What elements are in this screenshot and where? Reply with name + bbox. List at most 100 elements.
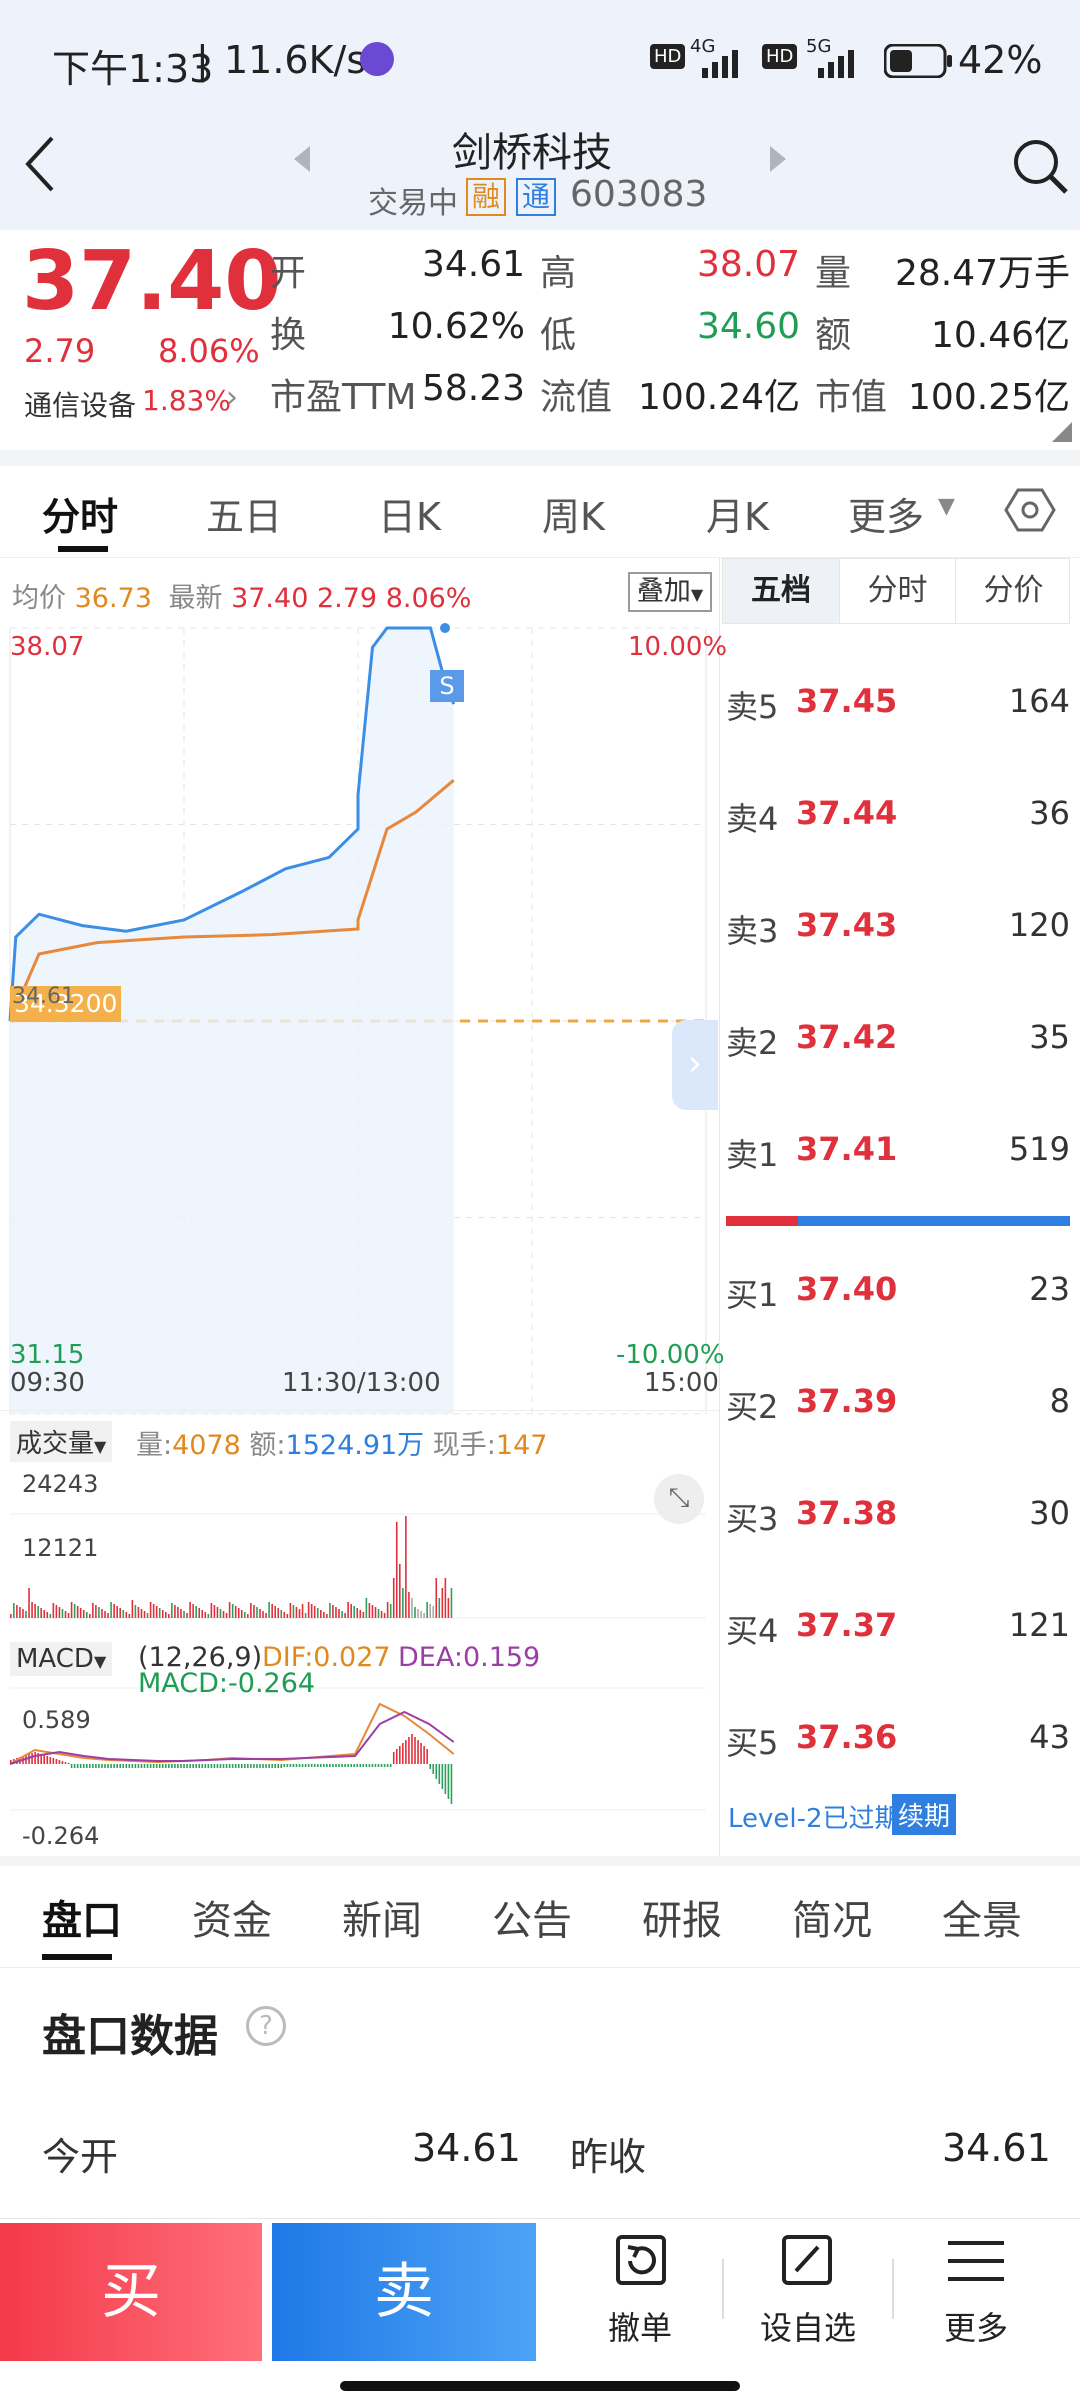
- macd-bar: [420, 1743, 422, 1764]
- volume-bar: [22, 1609, 24, 1618]
- volume-bar: [383, 1613, 386, 1618]
- macd-bar: [234, 1764, 237, 1768]
- volume-bar: [429, 1604, 431, 1618]
- prev-stock-icon[interactable]: [292, 144, 312, 174]
- macd-bar: [313, 1764, 316, 1767]
- macd-bar: [429, 1764, 431, 1769]
- order-volume: 164: [1008, 682, 1070, 720]
- back-arrow-icon[interactable]: [20, 134, 60, 194]
- volume-bar: [316, 1608, 319, 1618]
- tab-intraday[interactable]: 分时: [42, 495, 119, 539]
- sector-name[interactable]: 通信设备: [24, 389, 137, 422]
- detail-tab[interactable]: 全景: [942, 1898, 1022, 1944]
- volume-bar: [213, 1605, 216, 1618]
- order-price: 37.38: [796, 1494, 898, 1532]
- fullscreen-icon[interactable]: ⤡: [654, 1474, 704, 1524]
- volume-bar: [392, 1578, 395, 1618]
- volume-bar: [225, 1613, 228, 1618]
- volume-bar: [304, 1613, 307, 1618]
- volume-bar: [356, 1608, 359, 1618]
- macd-bar: [171, 1764, 173, 1768]
- tab-five-levels[interactable]: 五档: [723, 559, 839, 623]
- order-price: 37.45: [796, 682, 898, 720]
- add-watchlist-item[interactable]: 设自选: [748, 2233, 868, 2353]
- volume-bar: [158, 1608, 161, 1618]
- sector-pct[interactable]: 1.83%: [142, 384, 231, 417]
- detail-tab[interactable]: 简况: [792, 1898, 872, 1944]
- cancel-order-item[interactable]: 撤单: [580, 2233, 700, 2353]
- detail-tab[interactable]: 公告: [492, 1898, 572, 1944]
- macd-bar: [389, 1764, 392, 1767]
- volume-bar: [450, 1588, 453, 1618]
- quote-value: 10.62%: [387, 306, 525, 347]
- volume-bar: [98, 1607, 100, 1618]
- quote-value: 58.23: [421, 368, 525, 409]
- expand-corner-icon[interactable]: [1052, 422, 1072, 442]
- volume-bar: [25, 1611, 27, 1618]
- detail-tab[interactable]: 盘口: [42, 1898, 122, 1944]
- avg-label: 均价: [12, 583, 66, 614]
- macd-dea-line: [9, 1710, 455, 1765]
- settings-hexagon-icon[interactable]: [1004, 486, 1056, 534]
- ask-row[interactable]: 卖1 37.41 519: [726, 1130, 1070, 1174]
- more-actions-item[interactable]: 更多: [916, 2233, 1036, 2353]
- macd-bar: [274, 1764, 276, 1768]
- chevron-right-icon[interactable]: ›: [226, 380, 238, 415]
- detail-tab[interactable]: 新闻: [342, 1898, 422, 1944]
- bid-row[interactable]: 买3 37.38 30: [726, 1494, 1070, 1538]
- help-icon[interactable]: ?: [246, 2006, 286, 2046]
- volume-bar: [326, 1614, 328, 1618]
- bid-row[interactable]: 买1 37.40 23: [726, 1270, 1070, 1314]
- volume-bar: [219, 1609, 222, 1618]
- detail-tab[interactable]: 资金: [192, 1898, 272, 1944]
- overlay-button[interactable]: 叠加▼: [628, 572, 712, 612]
- bid-row[interactable]: 买4 37.37 121: [726, 1606, 1070, 1650]
- sell-marker[interactable]: S: [430, 670, 464, 702]
- tab-underline: [58, 546, 108, 552]
- next-stock-icon[interactable]: [768, 144, 788, 174]
- macd-bar: [365, 1764, 368, 1767]
- macd-bar: [432, 1764, 435, 1774]
- tab-price-dist[interactable]: 分价: [955, 559, 1071, 623]
- quote-value: 34.60: [696, 306, 800, 347]
- macd-bar: [237, 1764, 240, 1768]
- macd-bar: [310, 1764, 313, 1767]
- volume-bar: [210, 1603, 213, 1618]
- renew-button[interactable]: 续期: [892, 1794, 957, 1835]
- ask-row[interactable]: 卖5 37.45 164: [726, 682, 1070, 726]
- sell-button[interactable]: 卖: [272, 2223, 536, 2361]
- volume-selector[interactable]: 成交量▼: [10, 1421, 113, 1462]
- macd-bar: [192, 1764, 194, 1768]
- tab-weekly-k[interactable]: 周K: [542, 495, 605, 539]
- tab-five-day[interactable]: 五日: [206, 495, 283, 539]
- search-icon[interactable]: [1010, 136, 1070, 196]
- macd-bar: [49, 1757, 52, 1764]
- tab-ticks[interactable]: 分时: [839, 559, 955, 623]
- ref-open-label: 34.61: [12, 984, 75, 1009]
- volume-bar: [195, 1606, 197, 1618]
- ask-row[interactable]: 卖2 37.42 35: [726, 1018, 1070, 1062]
- order-level-label: 买4: [726, 1612, 779, 1650]
- bid-row[interactable]: 买2 37.39 8: [726, 1382, 1070, 1426]
- macd-bar: [43, 1755, 46, 1764]
- macd-bar: [426, 1749, 428, 1764]
- time-end-label: 15:00: [644, 1368, 719, 1398]
- macd-bar: [34, 1752, 36, 1764]
- ask-row[interactable]: 卖4 37.44 36: [726, 794, 1070, 838]
- volume-bar: [55, 1605, 58, 1618]
- expand-panel-button[interactable]: ›: [672, 1020, 718, 1110]
- macd-bar: [216, 1764, 219, 1768]
- volume-bar: [107, 1613, 109, 1618]
- macd-bar: [76, 1764, 79, 1768]
- macd-bar: [64, 1762, 67, 1764]
- tab-daily-k[interactable]: 日K: [378, 495, 441, 539]
- tab-monthly-k[interactable]: 月K: [706, 495, 769, 539]
- macd-selector[interactable]: MACD▼: [10, 1642, 113, 1676]
- dropdown-caret-icon[interactable]: ▼: [938, 494, 955, 519]
- tab-more[interactable]: 更多: [848, 495, 925, 539]
- bid-row[interactable]: 买5 37.36 43: [726, 1718, 1070, 1762]
- macd-bar: [362, 1764, 365, 1767]
- buy-button[interactable]: 买: [0, 2223, 262, 2361]
- detail-tab[interactable]: 研报: [642, 1898, 722, 1944]
- ask-row[interactable]: 卖3 37.43 120: [726, 906, 1070, 950]
